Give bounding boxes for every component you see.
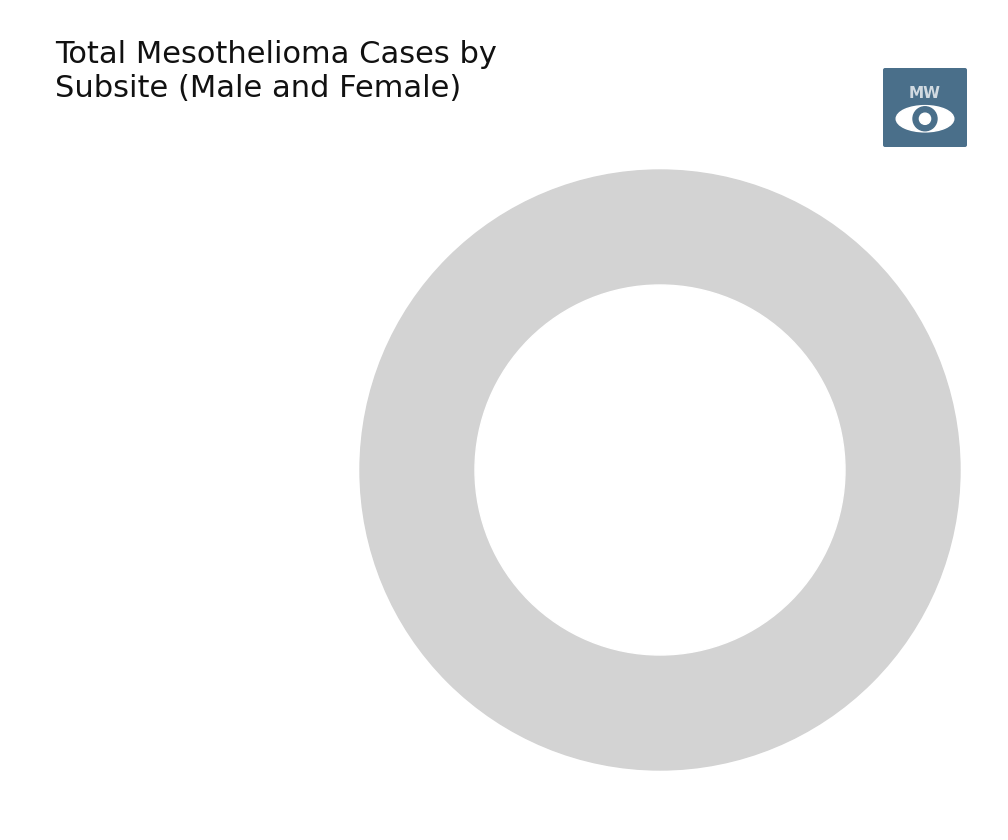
Text: MW: MW [909, 87, 941, 102]
Circle shape [913, 107, 937, 131]
Circle shape [360, 170, 960, 770]
Circle shape [475, 285, 845, 655]
Ellipse shape [896, 106, 954, 132]
FancyBboxPatch shape [883, 68, 967, 147]
Circle shape [919, 113, 930, 124]
Text: Total Mesothelioma Cases by
Subsite (Male and Female): Total Mesothelioma Cases by Subsite (Mal… [55, 40, 497, 102]
